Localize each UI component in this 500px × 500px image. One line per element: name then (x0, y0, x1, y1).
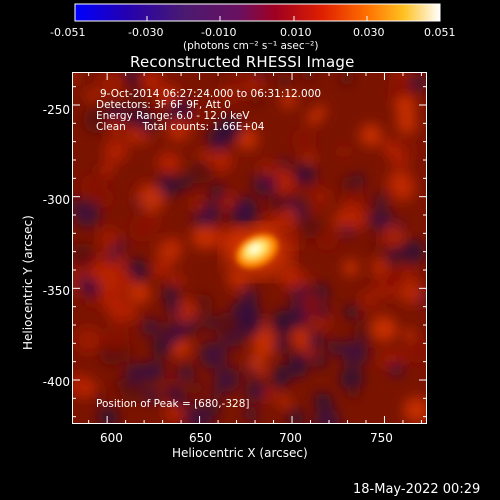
y-tick-label: -400 (42, 375, 70, 389)
y-tick-label: -300 (42, 193, 70, 207)
plot-axes (72, 72, 427, 424)
solar-image (72, 72, 427, 424)
peak-position-label: Position of Peak = [680,-328] (96, 398, 250, 410)
x-tick-label: 700 (279, 431, 302, 445)
x-axis-label: Heliocentric X (arcsec) (172, 446, 308, 460)
colorbar (74, 3, 441, 22)
colorbar-tick: 0.051 (424, 26, 456, 39)
timestamp: 18-May-2022 00:29 (353, 482, 481, 497)
colorbar-units: (photons cm⁻² s⁻¹ asec⁻²) (183, 40, 319, 52)
colorbar-tick: 0.030 (353, 26, 385, 39)
x-tick-label: 600 (100, 431, 123, 445)
info-line-counts: Clean Total counts: 1.66E+04 (96, 121, 265, 133)
info-line-time: 9-Oct-2014 06:27:24.000 to 06:31:12.000 (100, 88, 322, 100)
x-tick-label: 750 (370, 431, 393, 445)
colorbar-tick: -0.010 (201, 26, 237, 39)
y-tick-label: -350 (42, 284, 70, 298)
y-tick-label: -250 (42, 103, 70, 117)
info-line-detectors: Detectors: 3F 6F 9F, Att 0 (96, 99, 231, 111)
x-tick-label: 650 (189, 431, 212, 445)
plot-title: Reconstructed RHESSI Image (130, 53, 355, 71)
colorbar-tick: 0.010 (280, 26, 312, 39)
info-line-energy: Energy Range: 6.0 - 12.0 keV (96, 110, 250, 122)
colorbar-tick: -0.051 (50, 26, 86, 39)
colorbar-tick: -0.030 (128, 26, 164, 39)
y-axis-label: Heliocentric Y (arcsec) (21, 215, 35, 350)
